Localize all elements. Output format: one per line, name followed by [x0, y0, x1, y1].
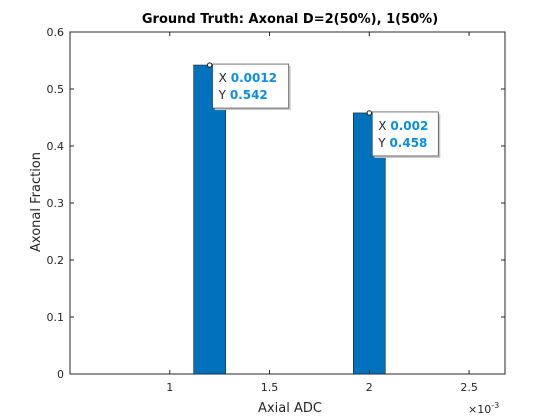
y-axis-label: Axonal Fraction [29, 152, 44, 252]
datatip-y-row: Y 0.542 [218, 88, 268, 102]
x-tick-label: 2 [366, 381, 373, 394]
datatip-marker [206, 62, 213, 68]
datatip-box [212, 63, 290, 109]
y-tick-label: 0 [57, 368, 64, 381]
x-axis-label: Axial ADC [258, 401, 322, 416]
y-tick-label: 0.4 [47, 140, 65, 153]
y-tick-label: 0.3 [47, 197, 65, 210]
datatip-y-label: Y [218, 88, 230, 102]
x-axis-exponent-base: ×10 [468, 403, 491, 416]
datatip-x-label: X [378, 119, 390, 133]
x-tick-label: 1 [166, 381, 173, 394]
x-axis-exponent-power: -3 [491, 401, 499, 410]
x-tick-label: 2.5 [460, 381, 478, 394]
datatip-y-label: Y [377, 136, 389, 150]
datatip-marker [366, 110, 373, 116]
y-tick-label: 0.1 [47, 311, 65, 324]
chart-title: Ground Truth: Axonal D=2(50%), 1(50%) [142, 12, 438, 27]
datatip-y-row: Y 0.458 [377, 136, 427, 150]
datatip-x-value: 0.0012 [231, 71, 277, 85]
datatip-y-value: 0.458 [389, 136, 427, 150]
datatip-x-row: X 0.0012 [219, 71, 277, 85]
datatip-x-label: X [219, 71, 231, 85]
x-tick-label: 1.5 [261, 381, 279, 394]
y-tick-label: 0.6 [47, 26, 65, 39]
datatip-y-value: 0.542 [230, 88, 268, 102]
bar-1 [193, 64, 226, 375]
datatip-x-value: 0.002 [390, 119, 428, 133]
ticks-layer: 1 1.5 2 2.5 0 0.1 0.2 0.3 0.4 0.5 0.6 [47, 26, 505, 394]
datatip-box [371, 111, 439, 157]
datatip-x-row: X 0.002 [378, 119, 428, 133]
y-tick-label: 0.5 [47, 83, 65, 96]
y-tick-label: 0.2 [47, 254, 65, 267]
x-axis-exponent: ×10-3 [468, 401, 499, 416]
